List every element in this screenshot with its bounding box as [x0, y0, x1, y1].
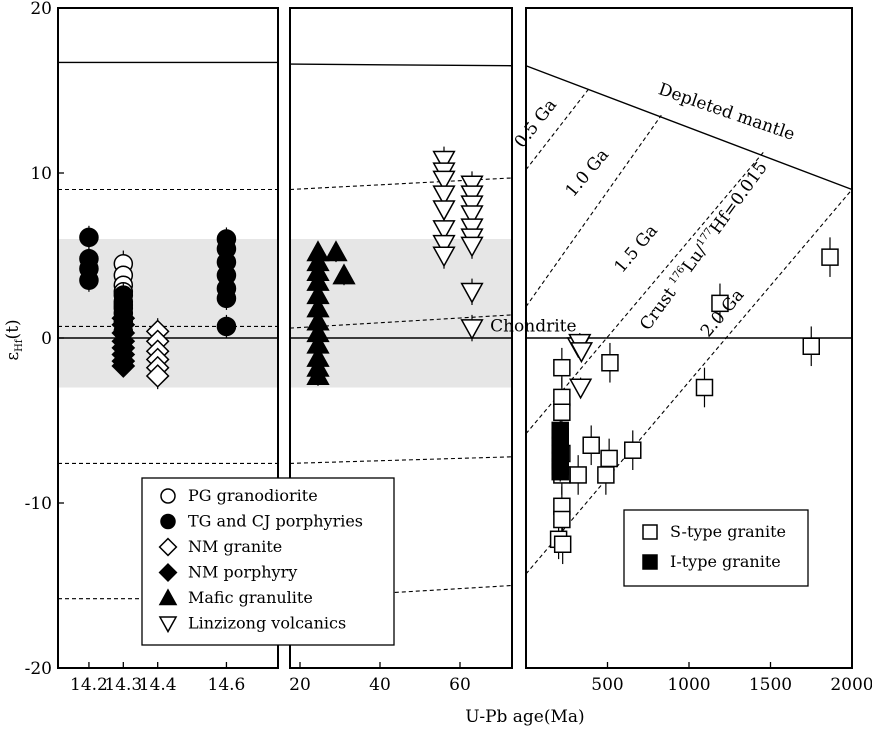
legend-left: PG granodiorite TG and CJ porphyries NM gr… — [141, 477, 395, 646]
legend-box — [141, 477, 395, 646]
diamond-open-marker — [145, 364, 170, 388]
square-open-marker — [553, 358, 571, 377]
square-open-marker — [711, 294, 729, 313]
square-open-marker — [600, 449, 618, 468]
x-tick-label: 14.3 — [104, 675, 142, 695]
triangle-open-marker — [460, 319, 484, 340]
legend-label: TG and CJ porphyries — [188, 512, 363, 531]
square-open-marker — [582, 436, 600, 454]
square-open-marker — [553, 510, 571, 529]
x-tick-label: 1500 — [749, 675, 792, 695]
evolution-line — [525, 88, 590, 171]
y-axis-label: εHf(t) — [3, 319, 25, 360]
evolution-line — [525, 189, 853, 575]
x-tick-label: 14.2 — [70, 675, 108, 695]
square-filled-marker — [642, 554, 658, 570]
square-open-marker — [624, 441, 642, 459]
y-tick-label: -10 — [25, 494, 52, 514]
legend-label: I-type granite — [670, 552, 781, 571]
chart-annotation: 0.5 Ga — [511, 95, 561, 152]
crust-label: Crust 176Lu/177Hf=0.015 — [636, 158, 772, 334]
circle-filled-marker — [160, 513, 176, 530]
square-open-marker — [601, 354, 619, 372]
y-tick-label: 0 — [41, 329, 52, 349]
square-open-marker — [553, 535, 572, 553]
y-tick-label: 10 — [30, 164, 52, 184]
triangle-open-marker — [432, 200, 456, 222]
x-axis-label: U-Pb age(Ma) — [465, 707, 584, 727]
circle-open-marker — [160, 488, 176, 504]
reference-line — [289, 63, 513, 67]
square-open-marker — [821, 248, 839, 266]
triangle-open-marker — [432, 220, 456, 241]
legend-label: NM granite — [188, 537, 282, 556]
square-open-marker — [569, 466, 587, 484]
evolution-line — [289, 456, 513, 464]
triangle-open-marker — [460, 236, 484, 258]
x-tick-label: 60 — [449, 675, 471, 695]
triangle-filled-marker — [332, 263, 356, 285]
triangle-open-marker — [568, 378, 593, 400]
x-tick-label: 500 — [591, 675, 623, 695]
triangle-filled-marker — [306, 364, 330, 385]
y-tick-label: -20 — [25, 659, 52, 679]
evolution-line — [525, 114, 662, 307]
panel-frame — [289, 7, 513, 669]
legend-label: Mafic granulite — [188, 588, 313, 607]
circle-filled-marker — [216, 288, 237, 309]
circle-filled-marker — [79, 270, 99, 290]
diamond-filled-marker — [158, 563, 178, 582]
x-tick-label: 20 — [289, 675, 311, 695]
x-tick-label: 14.4 — [139, 675, 177, 695]
triangle-open-marker — [432, 234, 456, 256]
triangle-filled-marker — [158, 588, 178, 606]
chart-annotation: Depleted mantle — [656, 79, 798, 144]
legend-box — [623, 509, 809, 587]
x-tick-label: 1000 — [667, 675, 710, 695]
square-open-marker — [553, 388, 571, 407]
chart-annotation: 1.0 Ga — [562, 145, 613, 201]
legend-label: NM porphyry — [188, 563, 297, 582]
x-tick-label: 2000 — [830, 675, 872, 695]
square-open-marker — [695, 378, 714, 397]
chart-annotation: 1.5 Ga — [611, 221, 662, 277]
square-open-marker — [802, 337, 820, 355]
legend-right: S-type granite I-type granite — [623, 509, 809, 587]
triangle-open-marker — [432, 170, 456, 192]
triangle-open-marker — [460, 282, 484, 304]
legend-label: S-type granite — [670, 522, 786, 541]
x-tick-label: 14.6 — [208, 675, 246, 695]
chart-annotation: 2.0 Ga — [697, 285, 748, 341]
legend-label: PG granodiorite — [188, 486, 318, 505]
triangle-open-marker — [460, 205, 484, 227]
square-open-marker — [597, 466, 615, 484]
x-tick-label: 40 — [369, 675, 391, 695]
diamond-filled-marker — [111, 354, 136, 378]
chart-annotation: Chondrite — [490, 316, 576, 336]
y-tick-label: 20 — [30, 0, 52, 19]
triangle-open-marker — [432, 150, 456, 172]
triangle-open-marker — [158, 616, 178, 634]
triangle-open-marker — [569, 342, 594, 364]
square-open-marker — [553, 403, 571, 421]
square-open-marker — [642, 524, 658, 540]
square-filled-marker — [551, 462, 569, 481]
diamond-open-marker — [158, 537, 178, 557]
reference-line — [525, 65, 853, 191]
triangle-open-marker — [432, 185, 456, 207]
circle-filled-marker — [216, 316, 237, 337]
circle-filled-marker — [79, 227, 99, 248]
evolution-line — [525, 151, 765, 435]
triangle-filled-marker — [324, 240, 348, 262]
triangle-open-marker — [432, 246, 456, 268]
legend-label: Linzizong volcanics — [188, 614, 346, 633]
